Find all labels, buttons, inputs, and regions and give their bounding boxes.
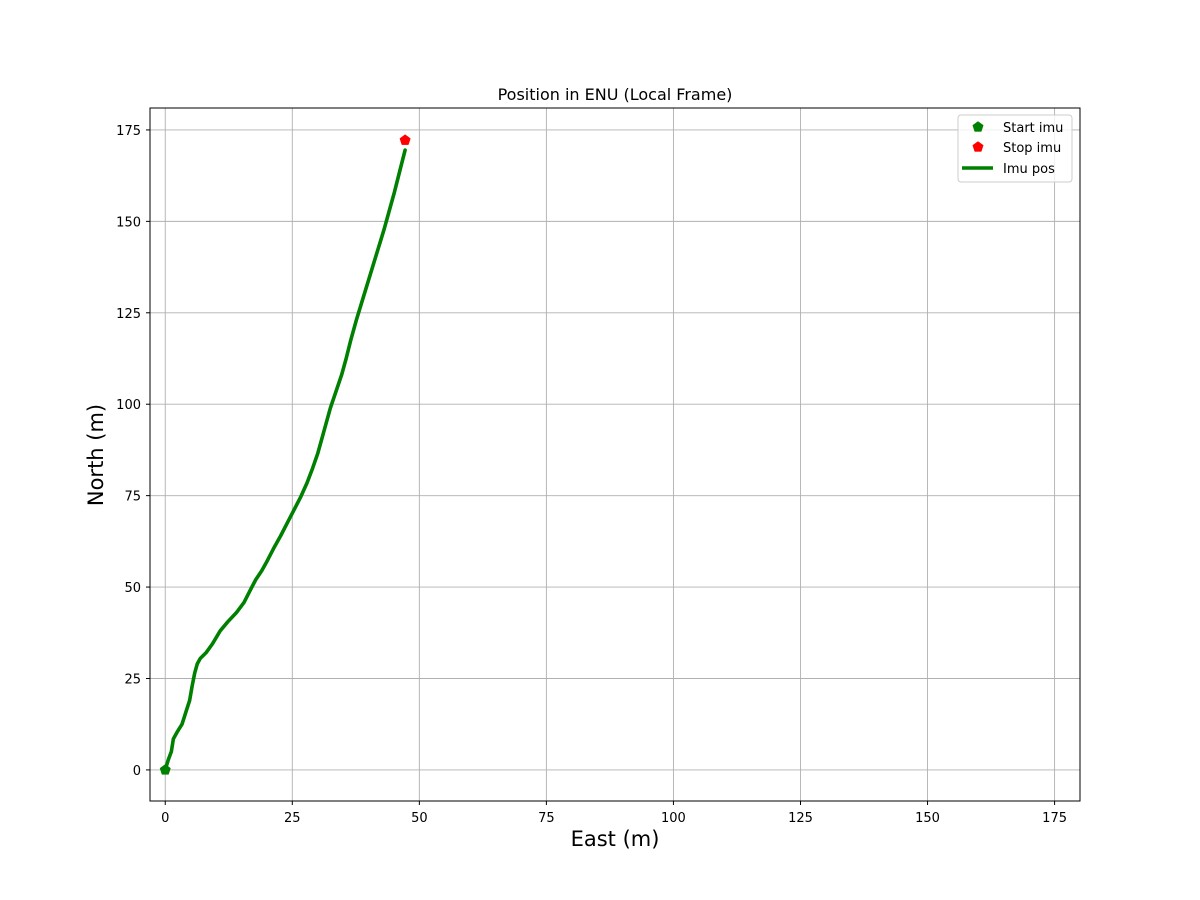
y-tick-label: 125 — [116, 307, 141, 322]
marker-start-imu — [159, 764, 171, 775]
grid-lines — [150, 108, 1080, 801]
legend-label-imu-pos: Imu pos — [1003, 162, 1055, 177]
plot-area-frame — [149, 107, 1081, 802]
x-tick-label: 100 — [661, 811, 686, 826]
legend: Start imu Stop imu Imu pos — [957, 114, 1073, 183]
legend-box — [957, 114, 1073, 183]
legend-label-stop-imu: Stop imu — [1003, 141, 1061, 156]
legend-swatch-stop-imu — [972, 141, 984, 152]
x-axis-label: East (m) — [571, 827, 660, 851]
legend-swatch-start-imu — [972, 121, 984, 132]
y-tick-label: 75 — [124, 490, 141, 505]
y-tick-label: 50 — [124, 581, 141, 596]
x-tick-label: 50 — [411, 811, 428, 826]
series-line-imu-pos — [163, 148, 407, 772]
y-tick-label: 25 — [124, 672, 141, 687]
y-tick-label: 175 — [116, 124, 141, 139]
y-tick-label: 100 — [116, 398, 141, 413]
legend-item-stop-imu: Stop imu — [972, 141, 1061, 156]
plot-data — [159, 134, 411, 775]
chart-title: Position in ENU (Local Frame) — [498, 85, 733, 104]
y-axis-label: North (m) — [84, 404, 108, 506]
x-tick-label: 125 — [788, 811, 813, 826]
axis-ticks: 0 25 50 75 100 125 150 175 0 25 50 75 100 125 150 175 — [116, 124, 1067, 826]
x-tick-label: 175 — [1042, 811, 1067, 826]
y-tick-label: 0 — [133, 764, 141, 779]
x-tick-label: 75 — [538, 811, 555, 826]
legend-label-start-imu: Start imu — [1003, 121, 1063, 136]
x-tick-label: 25 — [284, 811, 301, 826]
x-tick-label: 150 — [915, 811, 940, 826]
marker-stop-imu — [399, 134, 411, 145]
legend-item-imu-pos: Imu pos — [962, 162, 1055, 177]
x-tick-label: 0 — [161, 811, 169, 826]
y-tick-label: 150 — [116, 215, 141, 230]
legend-item-start-imu: Start imu — [972, 121, 1063, 136]
